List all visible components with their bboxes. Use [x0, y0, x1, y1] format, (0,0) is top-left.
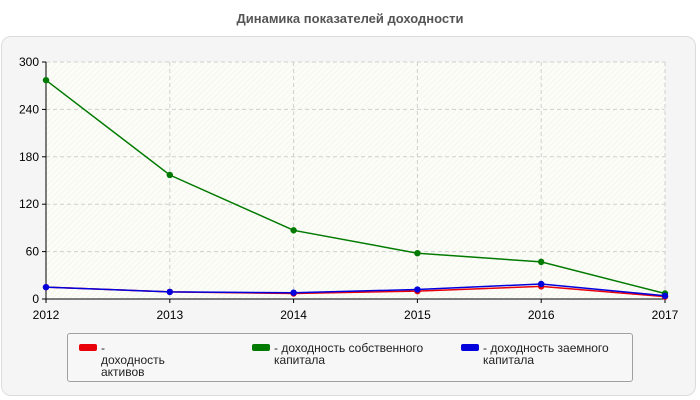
x-tick-label: 2012 [33, 308, 60, 322]
y-tick-label: 0 [32, 292, 39, 306]
data-point [42, 283, 50, 291]
series-1 [42, 76, 669, 297]
series-line [45, 79, 666, 295]
tick-labels: 0 60 120 180 240 300 2012 2013 2014 2015 2016 2017 [19, 55, 679, 322]
legend-swatch-debt [461, 344, 479, 351]
data-point [166, 171, 173, 179]
legend-swatch-equity [252, 344, 270, 351]
series [42, 76, 669, 300]
data-point [290, 289, 297, 296]
data-point [538, 280, 545, 288]
data-point [290, 227, 297, 234]
y-tick-label: 300 [19, 55, 39, 69]
y-tick-label: 60 [26, 245, 40, 259]
x-tick-label: 2016 [528, 308, 555, 322]
series-line [45, 283, 666, 297]
data-point [414, 286, 421, 293]
x-tick-label: 2015 [404, 308, 431, 322]
plot-background [46, 62, 665, 299]
y-tick-label: 180 [19, 150, 39, 164]
axes [45, 62, 665, 300]
x-tick-label: 2017 [652, 308, 679, 322]
data-point [166, 288, 173, 296]
legend-label-equity: - доходность собственного капитала [274, 341, 424, 367]
data-point [414, 249, 421, 257]
y-tick-label: 240 [19, 102, 39, 116]
legend-label-debt: - доходность заемного капитала [483, 341, 609, 367]
legend-swatch-assets [79, 344, 97, 351]
y-tick-label: 120 [19, 197, 39, 211]
data-point [42, 76, 50, 84]
data-point [661, 292, 669, 300]
x-tick-label: 2013 [156, 308, 183, 322]
x-tick-label: 2014 [280, 308, 307, 322]
series-2 [42, 280, 669, 300]
chart-title: Динамика показателей доходности [236, 11, 464, 26]
data-point [538, 258, 545, 266]
legend-label-assets: - доходность активов [101, 341, 165, 379]
legend: - доходность активов - доходность собств… [67, 333, 633, 382]
